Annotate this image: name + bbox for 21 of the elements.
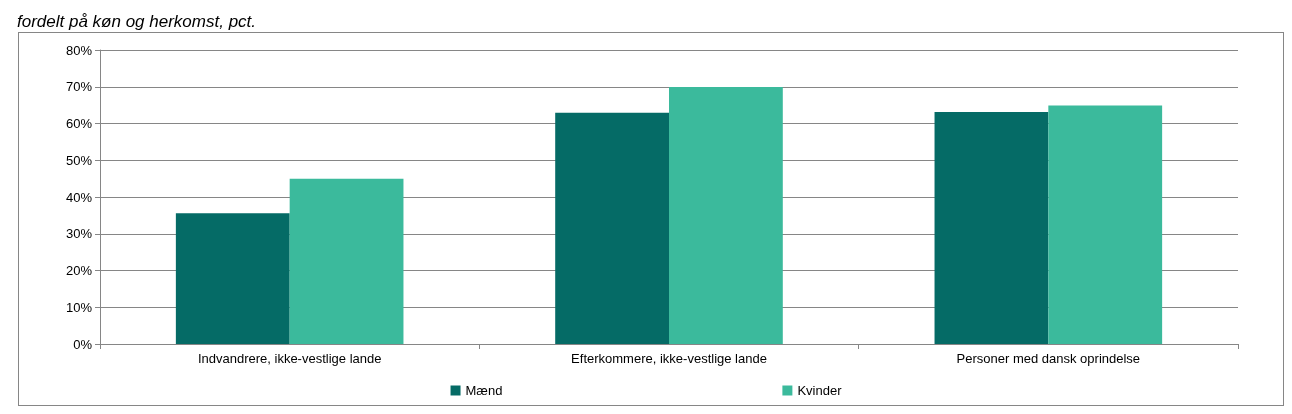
y-tick-label: 0%: [73, 336, 93, 352]
x-tick-label: Indvandrere, ikke-vestlige lande: [197, 351, 382, 366]
bar: [289, 178, 404, 344]
x-tick-label: Personer med dansk oprindelse: [956, 351, 1141, 366]
y-tick-label: 50%: [65, 152, 93, 168]
y-tick-label: 80%: [65, 42, 93, 58]
y-tick-label: 10%: [65, 299, 93, 315]
bar: [175, 213, 290, 344]
y-tick-label: 70%: [65, 79, 93, 95]
x-tick-label: Efterkommere, ikke-vestlige lande: [571, 351, 767, 366]
y-tick-label: 60%: [65, 116, 93, 131]
chart-title: fordelt på køn og herkomst, pct.: [17, 12, 257, 31]
y-tick-label: 30%: [65, 226, 93, 242]
legend-label: Kvinder: [797, 383, 843, 398]
bar: [555, 112, 669, 344]
y-tick-label: 20%: [65, 263, 93, 278]
bar: [1048, 105, 1163, 344]
bar: [934, 112, 1049, 344]
y-tick-label: 40%: [65, 189, 93, 205]
legend-label: Mænd: [465, 383, 503, 398]
bar: [669, 87, 783, 344]
